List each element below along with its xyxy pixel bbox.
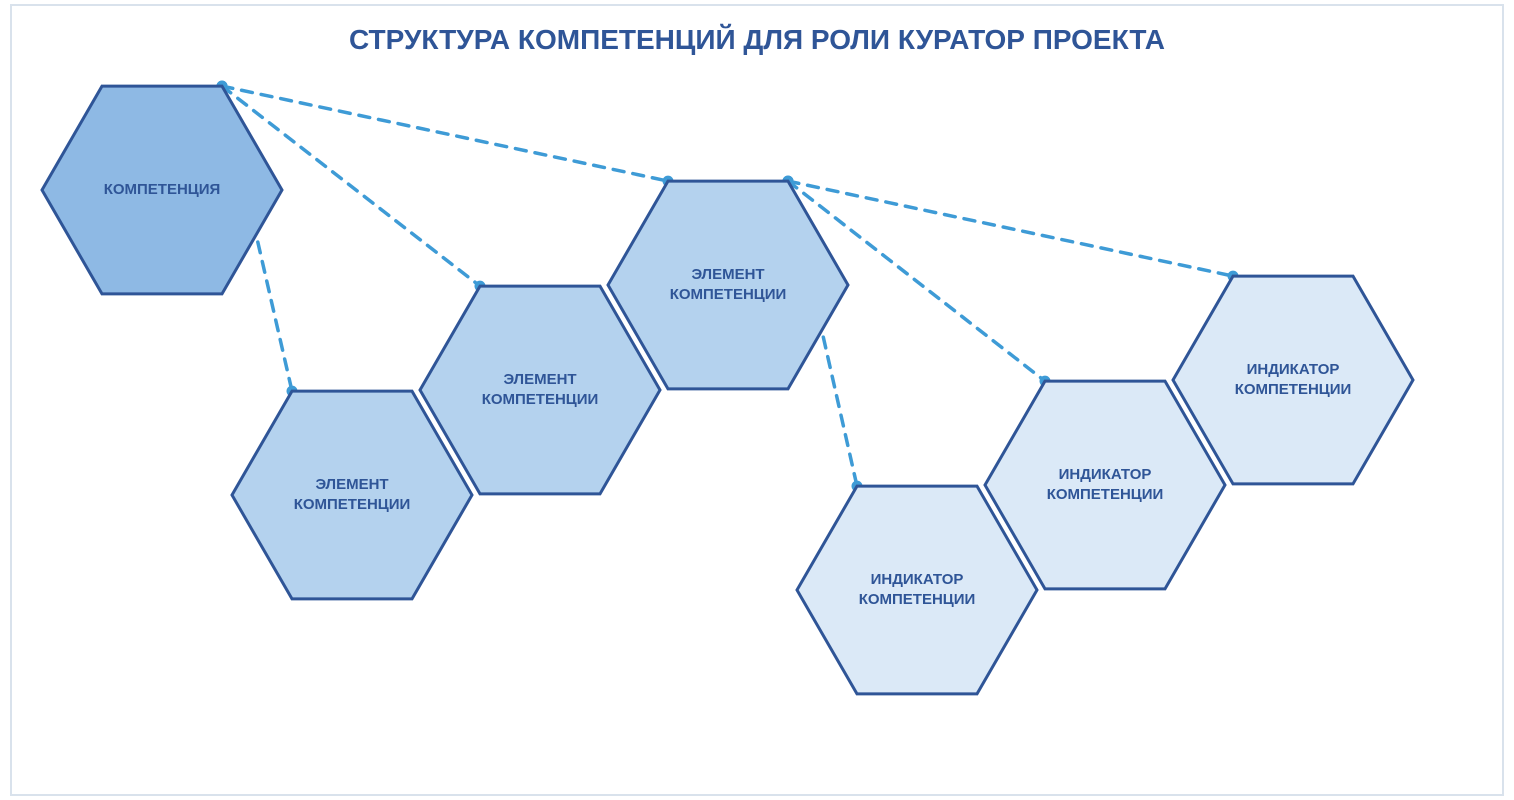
hex-node-ind2: ИНДИКАТОР КОМПЕТЕНЦИИ (985, 381, 1225, 589)
nodes-layer: КОМПЕТЕНЦИЯ ЭЛЕМЕНТ КОМПЕТЕНЦИИ ЭЛЕМЕНТ КОМП… (42, 86, 1413, 694)
hex-node-ind1: ИНДИКАТОР КОМПЕТЕНЦИИ (797, 486, 1037, 694)
hex-label: КОМПЕТЕНЦИИ (859, 591, 976, 608)
hex-node-elem3: ЭЛЕМЕНТ КОМПЕТЕНЦИИ (608, 181, 848, 389)
hex-label: ИНДИКАТОР (871, 571, 964, 588)
diagram-canvas: КОМПЕТЕНЦИЯ ЭЛЕМЕНТ КОМПЕТЕНЦИИ ЭЛЕМЕНТ КОМП… (0, 0, 1514, 800)
hex-node-comp: КОМПЕТЕНЦИЯ (42, 86, 282, 294)
hex-label: ЭЛЕМЕНТ (503, 371, 576, 388)
edge (222, 86, 668, 181)
hex-label: ИНДИКАТОР (1059, 466, 1152, 483)
hex-node-ind3: ИНДИКАТОР КОМПЕТЕНЦИИ (1173, 276, 1413, 484)
hex-label: ЭЛЕМЕНТ (315, 476, 388, 493)
edge (788, 181, 1233, 276)
hex-label: КОМПЕТЕНЦИИ (670, 286, 787, 303)
hex-label: ЭЛЕМЕНТ (691, 266, 764, 283)
hex-node-elem2: ЭЛЕМЕНТ КОМПЕТЕНЦИИ (420, 286, 660, 494)
hex-label: КОМПЕТЕНЦИИ (1047, 486, 1164, 503)
hex-label: КОМПЕТЕНЦИИ (482, 391, 599, 408)
hex-label: КОМПЕТЕНЦИИ (294, 496, 411, 513)
hex-label: ИНДИКАТОР (1247, 361, 1340, 378)
hex-label: КОМПЕТЕНЦИИ (1235, 381, 1352, 398)
hex-node-elem1: ЭЛЕМЕНТ КОМПЕТЕНЦИИ (232, 391, 472, 599)
hex-label: КОМПЕТЕНЦИЯ (104, 181, 221, 198)
